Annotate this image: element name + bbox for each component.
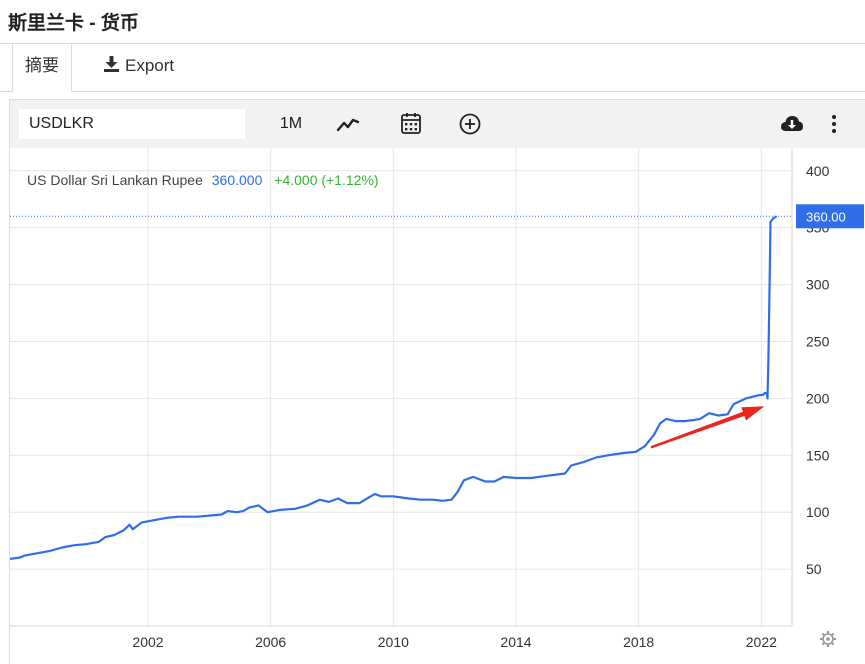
- x-tick-label: 2010: [378, 634, 409, 650]
- chart-type-button[interactable]: [336, 110, 360, 138]
- annotation-arrow: [650, 406, 765, 449]
- legend-change: +4.000 (+1.12%): [274, 172, 378, 188]
- export-label: Export: [125, 56, 175, 75]
- y-tick-label: 200: [806, 390, 830, 406]
- chart-toolbar: 1M: [10, 100, 865, 148]
- y-tick-label: 250: [806, 333, 830, 349]
- line-chart-icon: [336, 118, 360, 132]
- price-tag-text: 360.00: [806, 209, 846, 224]
- more-options-button[interactable]: [824, 110, 844, 138]
- y-tick-label: 50: [806, 561, 822, 577]
- x-tick-label: 2006: [255, 634, 286, 650]
- x-tick-label: 2018: [623, 634, 654, 650]
- line-chart: 5010015020025030035040020022006201020142…: [10, 148, 864, 650]
- series-line: [10, 215, 778, 560]
- download-icon: [104, 45, 119, 89]
- more-vertical-icon: [832, 115, 836, 133]
- gear-icon: [820, 631, 836, 647]
- compare-button[interactable]: [458, 110, 482, 138]
- add-circle-icon: [459, 113, 481, 135]
- legend-series-name: US Dollar Sri Lankan Rupee: [27, 172, 203, 188]
- x-tick-label: 2002: [132, 634, 163, 650]
- tab-summary[interactable]: 摘要: [12, 44, 72, 92]
- price-tag-background: [796, 204, 864, 229]
- grid: [10, 148, 793, 627]
- y-tick-label: 100: [806, 504, 830, 520]
- axis-ticks: 5010015020025030035040020022006201020142…: [132, 163, 829, 650]
- cloud-download-icon: [781, 116, 803, 131]
- y-tick-label: 300: [806, 277, 830, 293]
- chart-settings-button[interactable]: [820, 631, 836, 647]
- calendar-icon: [401, 113, 421, 134]
- range-button[interactable]: 1M: [279, 115, 303, 132]
- x-tick-label: 2022: [746, 634, 777, 650]
- chart-legend: US Dollar Sri Lankan Rupee 360.000 +4.00…: [27, 172, 379, 188]
- tab-bar: 摘要 Export: [0, 43, 865, 92]
- legend-value: 360.000: [212, 172, 263, 188]
- price-tag: 360.00: [796, 204, 864, 229]
- y-tick-label: 400: [806, 163, 830, 179]
- x-tick-label: 2014: [500, 634, 531, 650]
- export-button[interactable]: Export: [104, 44, 174, 90]
- download-chart-button[interactable]: [780, 110, 804, 138]
- symbol-input[interactable]: [19, 109, 245, 139]
- chart-panel: 1M: [9, 99, 865, 664]
- page-title: 斯里兰卡 - 货币: [8, 13, 139, 34]
- y-tick-label: 150: [806, 447, 830, 463]
- date-range-button[interactable]: [399, 110, 423, 138]
- arrow-shape: [650, 406, 765, 449]
